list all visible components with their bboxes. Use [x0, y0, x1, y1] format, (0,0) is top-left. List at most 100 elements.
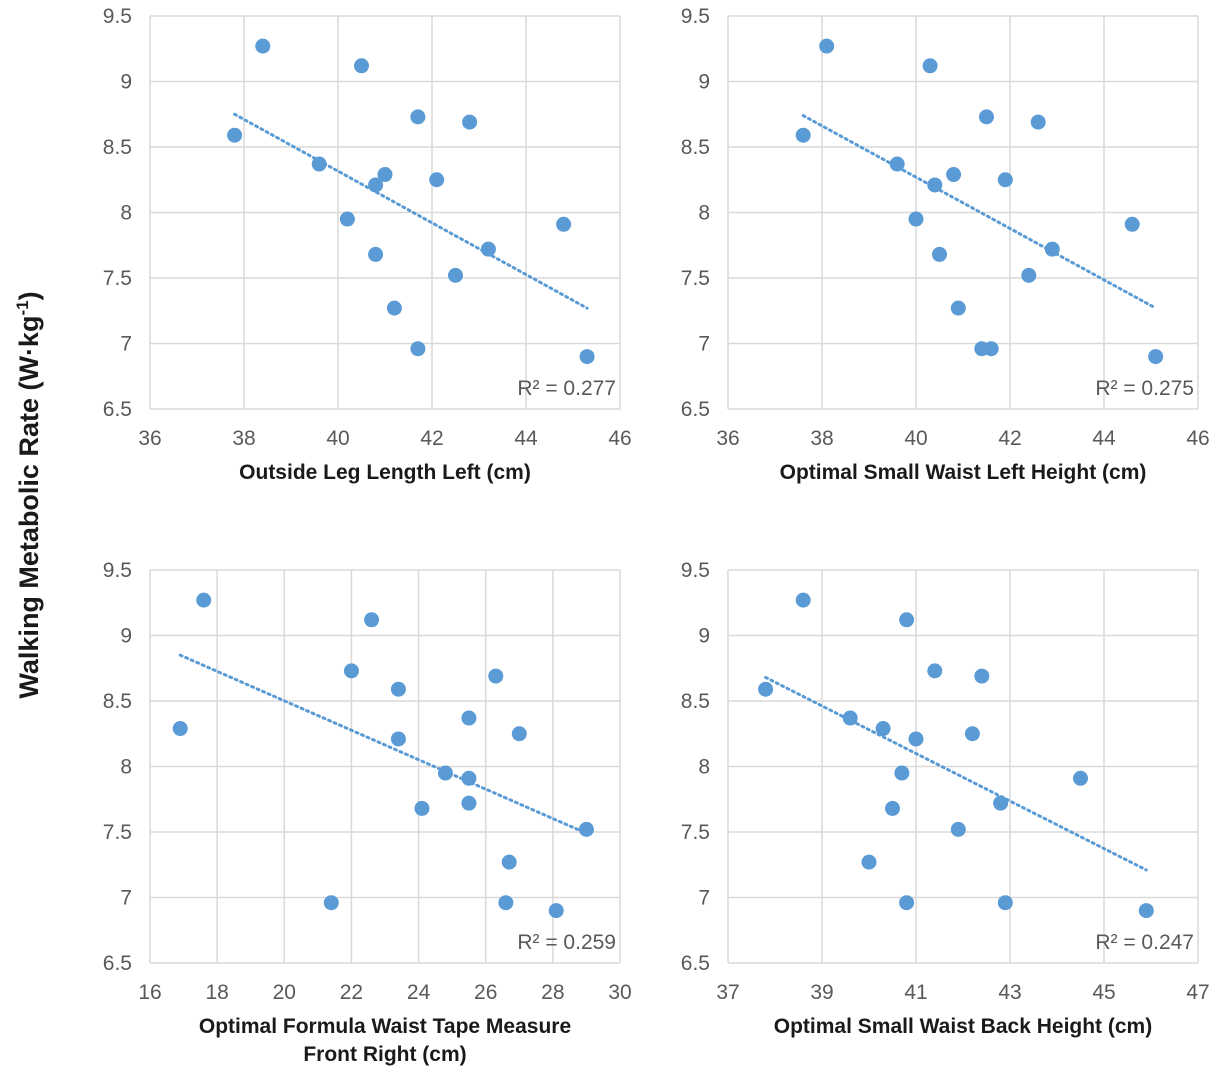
data-point — [227, 127, 243, 143]
data-point — [950, 300, 966, 316]
y-tick-label: 7 — [120, 887, 132, 910]
x-tick-label: 46 — [608, 427, 631, 450]
data-point — [488, 668, 504, 684]
data-point — [875, 721, 891, 737]
x-axis-label: Front Right (cm) — [303, 1043, 466, 1066]
data-point — [899, 895, 915, 911]
x-tick-label: 45 — [1092, 981, 1115, 1004]
x-tick-label: 18 — [205, 981, 228, 1004]
x-tick-label: 26 — [474, 981, 497, 1004]
x-tick-label: 44 — [1092, 427, 1116, 450]
trendline — [764, 675, 1148, 872]
data-point — [323, 895, 339, 911]
y-tick-label: 9 — [120, 71, 132, 94]
y-tick-label: 8.5 — [681, 136, 710, 159]
data-point — [579, 349, 595, 365]
data-point — [461, 770, 477, 786]
data-point — [461, 710, 477, 726]
x-axis-label: Outside Leg Length Left (cm) — [239, 461, 531, 484]
y-tick-label: 8.5 — [103, 136, 132, 159]
data-point — [908, 731, 924, 747]
data-point — [414, 800, 430, 816]
data-point — [462, 114, 478, 130]
y-tick-label: 8 — [698, 202, 710, 225]
data-point — [1073, 770, 1088, 786]
x-tick-label: 22 — [340, 981, 363, 1004]
data-point — [1030, 114, 1046, 130]
data-point — [1021, 267, 1037, 283]
y-tick-label: 6.5 — [681, 952, 710, 975]
y-tick-label: 7 — [698, 333, 710, 356]
data-point — [429, 172, 445, 188]
y-axis-label: Walking Metabolic Rate (W·kg-1) — [13, 291, 44, 698]
data-point — [390, 731, 406, 747]
x-tick-label: 43 — [998, 981, 1021, 1004]
chart-outside-leg-length-left: 36 38 40 42 44 46 6.5 7 7.5 8 8.5 9 9.5 Outside Leg L… — [103, 5, 632, 484]
data-point — [932, 246, 947, 262]
chart-formula-waist-tape-front-right: 16 18 20 22 24 26 28 30 6.5 7 7.5 8 8.5 9 9.5 Optimal F… — [103, 559, 632, 1066]
data-point — [498, 895, 514, 911]
data-point — [343, 663, 359, 679]
data-point — [548, 903, 564, 919]
r-squared-label: R² = 0.277 — [517, 377, 616, 400]
data-point — [480, 241, 496, 257]
data-point — [461, 795, 477, 811]
y-tick-label: 9.5 — [103, 559, 132, 582]
y-tick-label: 9.5 — [103, 5, 132, 28]
data-point — [196, 592, 212, 608]
data-point — [795, 127, 811, 143]
y-tick-label: 7.5 — [681, 267, 710, 290]
y-tick-label: 7 — [120, 333, 132, 356]
x-tick-label: 37 — [716, 981, 739, 1004]
chart-panels: 36 38 40 42 44 46 6.5 7 7.5 8 8.5 9 9.5 Outside Leg L… — [103, 5, 1210, 1066]
data-point — [950, 821, 966, 837]
data-point — [437, 765, 453, 781]
y-tick-label: 7.5 — [681, 821, 710, 844]
data-point — [983, 341, 999, 357]
r-squared-label: R² = 0.259 — [517, 931, 616, 954]
trendline — [233, 112, 589, 310]
data-point — [927, 177, 943, 193]
y-tick-label: 9.5 — [681, 5, 710, 28]
data-point — [364, 612, 380, 628]
y-axis-label-main: Walking Metabolic Rate (W·kg — [14, 316, 44, 699]
x-tick-label: 44 — [514, 427, 538, 450]
y-axis-label-superscript: -1 — [13, 300, 32, 315]
trendline — [801, 114, 1158, 310]
x-tick-label: 41 — [904, 981, 927, 1004]
data-point — [1124, 216, 1140, 232]
data-point — [889, 156, 905, 172]
y-axis-label-end: ) — [14, 291, 44, 300]
x-tick-label: 20 — [273, 981, 296, 1004]
data-point — [311, 156, 327, 172]
data-point — [511, 726, 527, 742]
data-point — [885, 800, 900, 816]
data-point — [377, 167, 393, 183]
x-axis-label: Optimal Small Waist Left Height (cm) — [780, 461, 1147, 484]
data-point — [997, 172, 1013, 188]
y-tick-label: 9 — [698, 625, 710, 648]
data-point — [819, 38, 835, 54]
data-point — [758, 681, 774, 697]
data-point — [842, 710, 858, 726]
data-point — [927, 663, 943, 679]
y-tick-label: 9 — [120, 625, 132, 648]
data-point — [922, 58, 938, 74]
x-tick-label: 40 — [326, 427, 349, 450]
x-tick-label: 46 — [1186, 427, 1209, 450]
y-tick-label: 6.5 — [681, 398, 710, 421]
data-point — [556, 216, 572, 232]
data-point — [964, 726, 980, 742]
r-squared-label: R² = 0.275 — [1095, 377, 1194, 400]
data-point — [899, 612, 915, 628]
x-tick-label: 42 — [420, 427, 443, 450]
data-point — [974, 668, 990, 684]
data-point — [354, 58, 369, 74]
y-tick-label: 6.5 — [103, 398, 132, 421]
data-point — [255, 38, 271, 54]
y-tick-label: 8.5 — [103, 690, 132, 713]
x-tick-label: 30 — [608, 981, 631, 1004]
data-point — [1148, 349, 1164, 365]
data-point — [908, 211, 924, 227]
data-point — [795, 592, 811, 608]
